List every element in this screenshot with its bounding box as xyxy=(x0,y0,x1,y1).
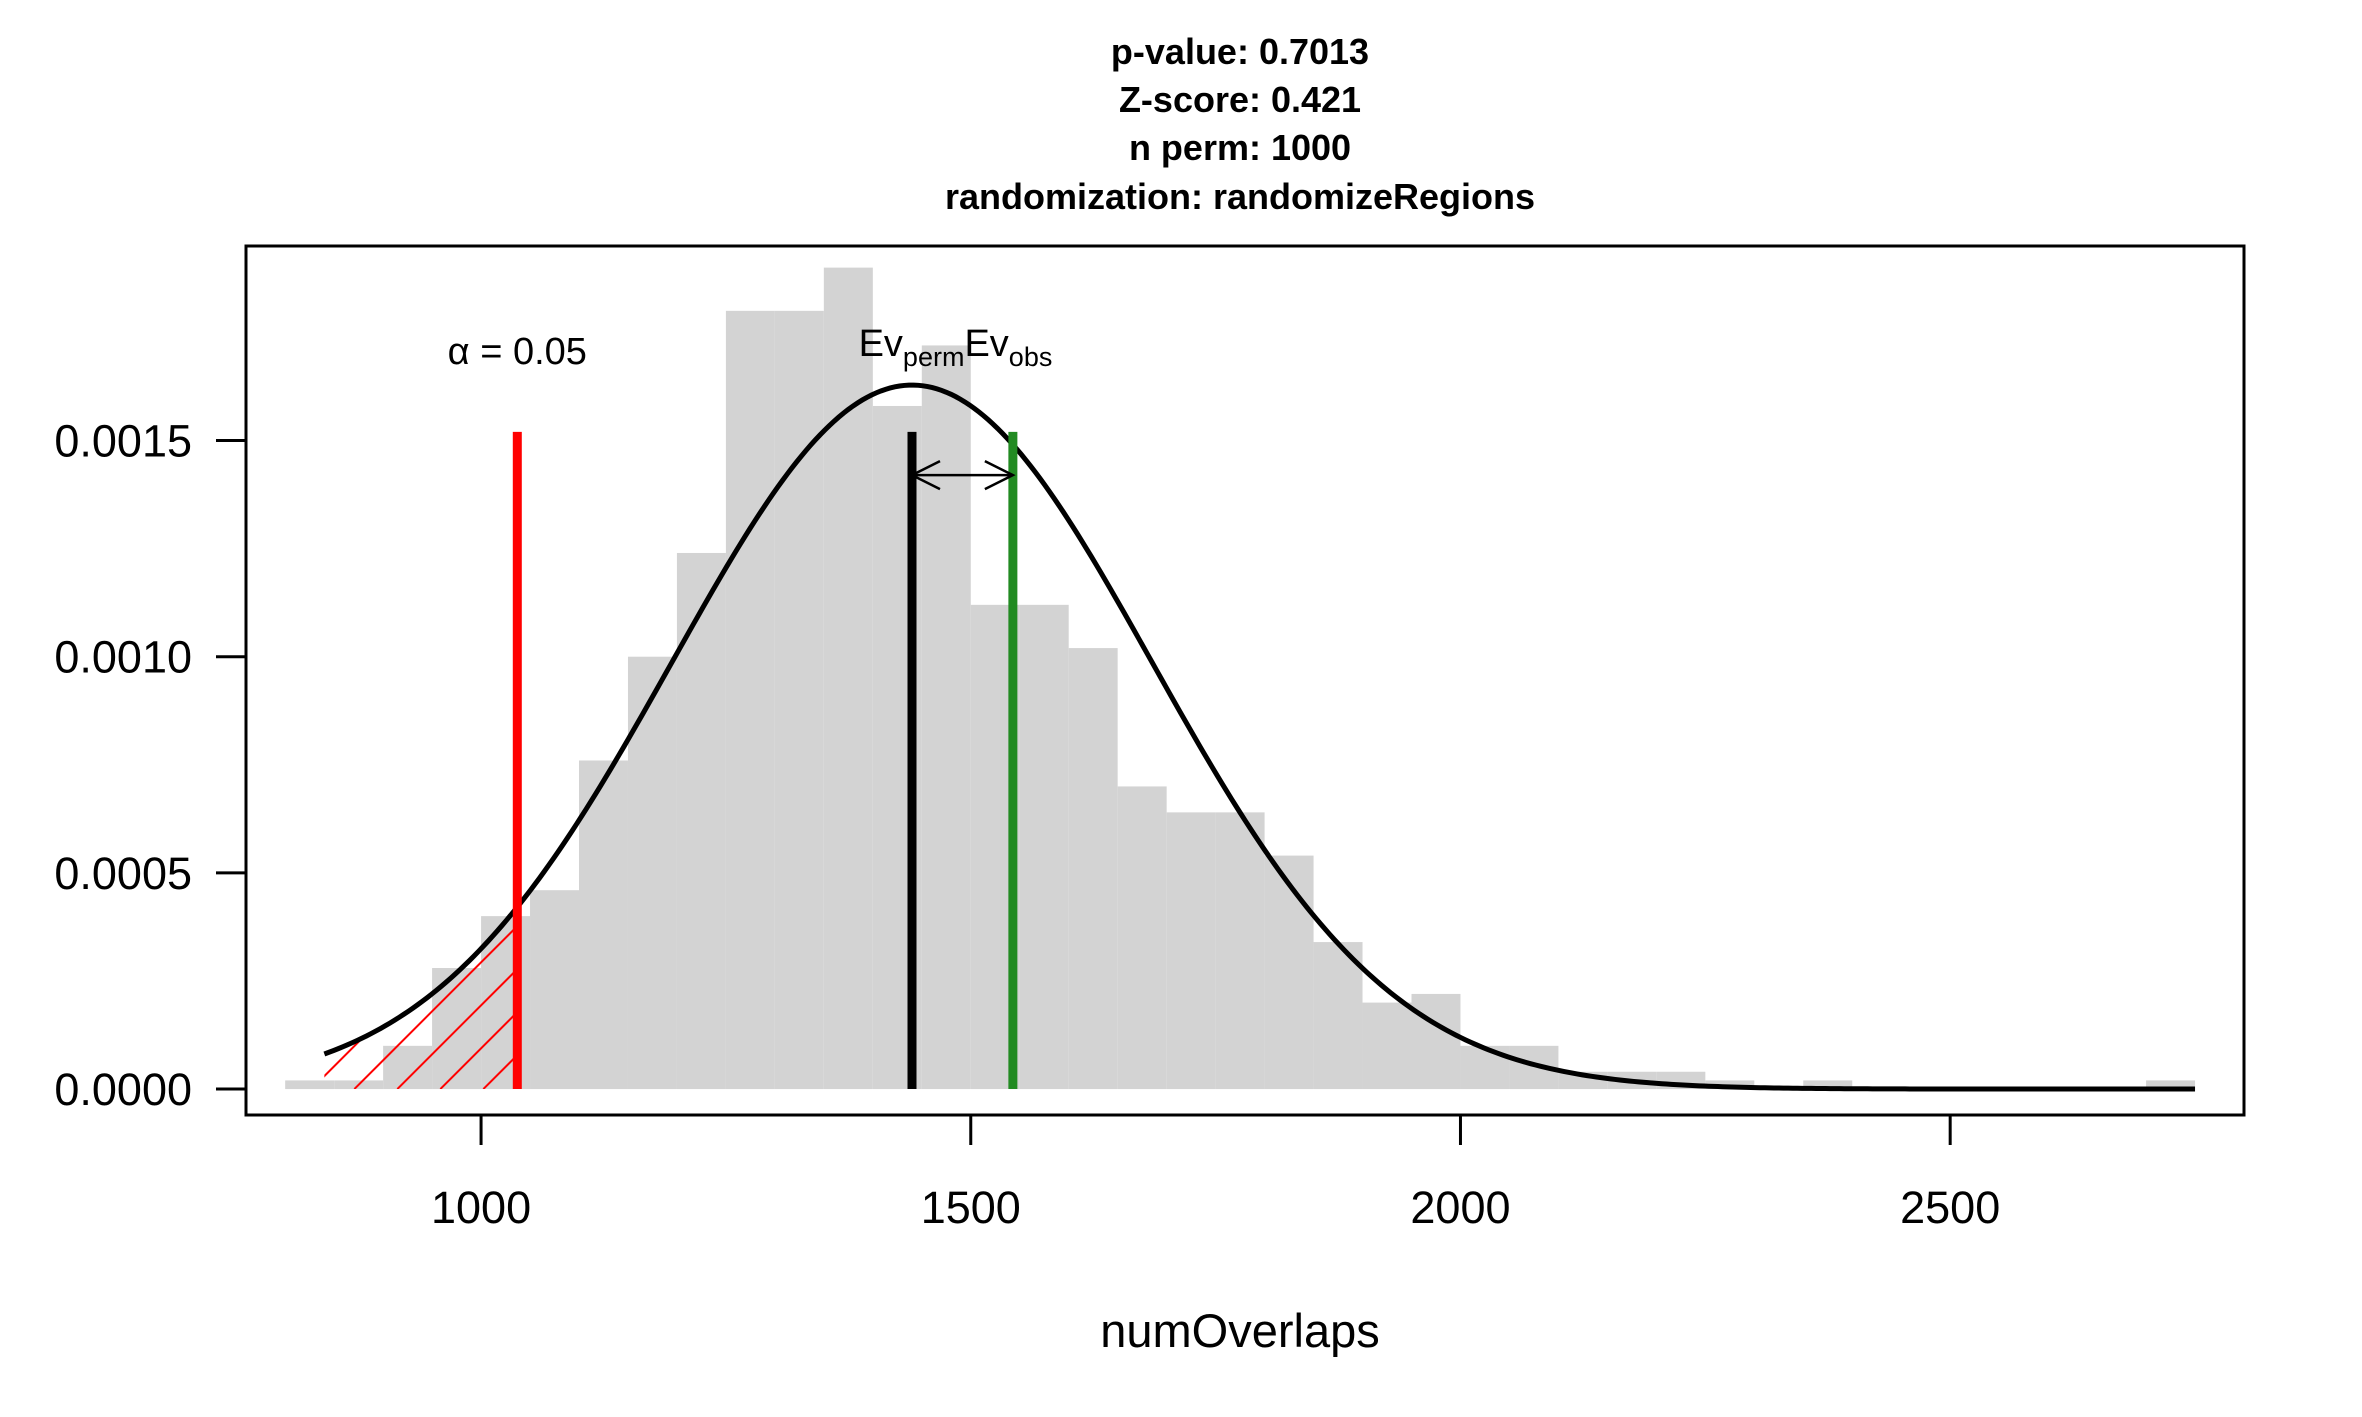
arrow-head-right xyxy=(984,460,1016,491)
histogram-bar xyxy=(676,552,726,1090)
x-axis: 1000 1500 2000 2500 xyxy=(431,1113,2000,1233)
y-tick-label: 0.0010 xyxy=(54,632,192,683)
normal-density-curve xyxy=(323,382,2196,1092)
x-tick-label: 1500 xyxy=(921,1182,1021,1233)
histogram-bar xyxy=(627,656,677,1090)
histogram-bar xyxy=(1411,993,1461,1090)
histogram-bar xyxy=(774,310,824,1090)
title-line-pvalue: p-value: 0.7013 xyxy=(1111,31,1369,72)
x-tick-label: 1000 xyxy=(431,1182,531,1233)
histogram-bar xyxy=(285,1080,335,1090)
x-tick-label: 2500 xyxy=(1900,1182,2000,1233)
alpha-symbol: α xyxy=(448,331,470,373)
histogram-bar xyxy=(481,916,531,1090)
arrow-head-left xyxy=(909,460,941,491)
alpha-value: = 0.05 xyxy=(470,331,587,373)
ev-perm-label-main: Ev xyxy=(859,323,903,365)
x-axis-title: numOverlaps xyxy=(1100,1304,1380,1357)
alpha-label: α = 0.05 xyxy=(448,331,587,373)
histogram-bar xyxy=(1803,1080,1853,1090)
ev-obs-label-sub: obs xyxy=(1009,342,1053,372)
histogram-bar xyxy=(530,890,579,1090)
histogram-bar xyxy=(1019,604,1069,1090)
histogram-bar xyxy=(921,345,971,1090)
title-line-zscore: Z-score: 0.421 xyxy=(1119,79,1361,120)
hatch-line xyxy=(396,907,518,1090)
histogram-bar xyxy=(1166,812,1216,1090)
ev-obs-label-main: Ev xyxy=(964,323,1008,365)
ev-perm-label: Evperm xyxy=(859,323,965,372)
chart-title: p-value: 0.7013 Z-score: 0.421 n perm: 1… xyxy=(945,31,1535,217)
y-tick-label: 0.0005 xyxy=(54,848,192,899)
histogram-bar xyxy=(1117,786,1167,1090)
y-axis: 0.0000 0.0005 0.0010 0.0015 xyxy=(54,416,248,1115)
difference-arrow xyxy=(909,460,1016,491)
histogram-bar xyxy=(1264,855,1314,1090)
histogram-bar xyxy=(823,267,873,1090)
histogram-bar xyxy=(579,760,628,1090)
title-line-nperm: n perm: 1000 xyxy=(1129,127,1351,168)
histogram-bar xyxy=(1313,942,1363,1090)
histogram-bar xyxy=(1215,812,1265,1090)
histogram-bar xyxy=(2146,1080,2196,1090)
title-line-randomization: randomization: randomizeRegions xyxy=(945,176,1535,217)
y-tick-label: 0.0000 xyxy=(54,1064,192,1115)
ev-perm-label-sub: perm xyxy=(903,342,965,372)
x-tick-label: 2000 xyxy=(1410,1182,1510,1233)
histogram-bars xyxy=(285,267,2196,1090)
y-tick-label: 0.0015 xyxy=(54,416,192,467)
hatch-line xyxy=(353,907,518,1090)
histogram-bar xyxy=(1362,1002,1412,1090)
histogram-bar xyxy=(1068,648,1118,1090)
ev-obs-label: Evobs xyxy=(964,323,1052,372)
histogram-bar xyxy=(725,310,775,1090)
